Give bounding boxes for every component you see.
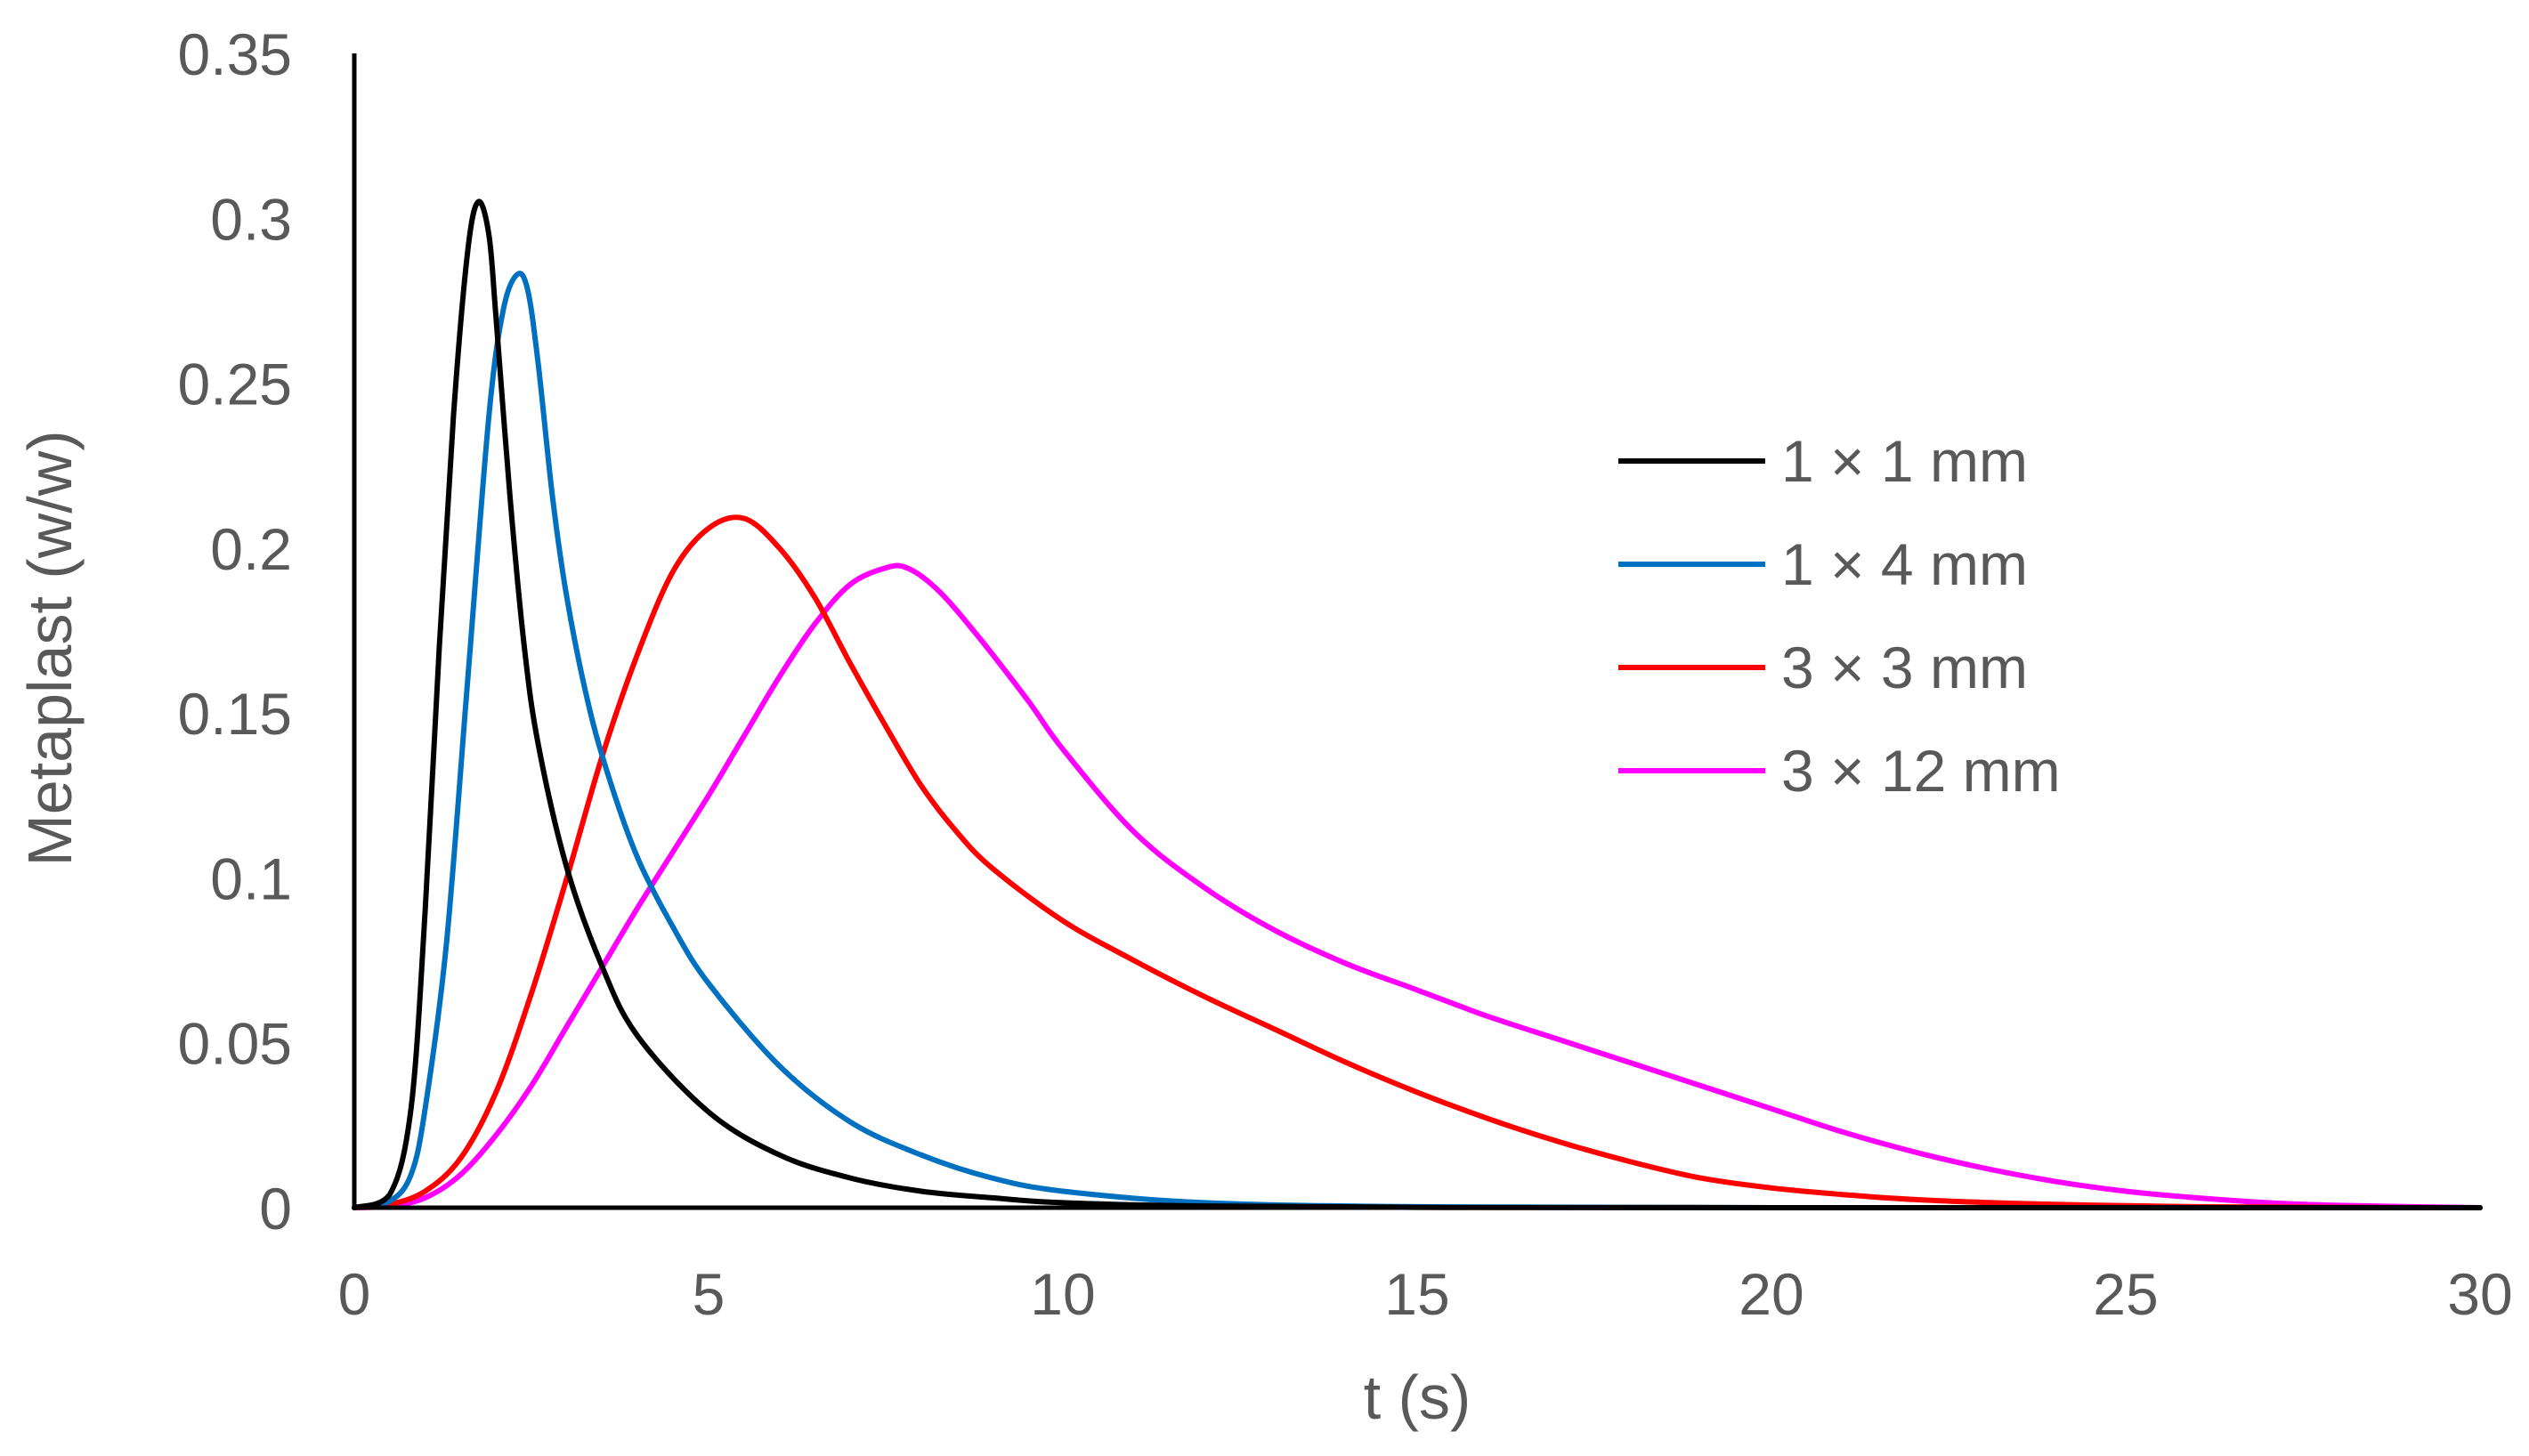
y-tick-label: 0.15 xyxy=(178,681,292,747)
x-axis-title: t (s) xyxy=(1364,1363,1471,1432)
y-axis-title: Metaplast (w/w) xyxy=(15,430,85,866)
x-tick-label: 15 xyxy=(1384,1261,1449,1327)
x-tick-label: 25 xyxy=(2093,1261,2158,1327)
x-tick-label: 0 xyxy=(338,1261,371,1327)
x-tick-label: 10 xyxy=(1030,1261,1095,1327)
legend-label: 1 × 1 mm xyxy=(1781,428,2028,494)
series-line xyxy=(352,198,2483,1211)
x-tick-labels: 0 5 10 15 20 25 30 xyxy=(338,1261,2513,1327)
y-tick-label: 0 xyxy=(259,1176,292,1242)
series-line xyxy=(352,514,2483,1210)
y-tick-label: 0.3 xyxy=(210,186,292,252)
series-layer xyxy=(352,198,2483,1211)
y-tick-label: 0.05 xyxy=(178,1011,292,1077)
plot-area xyxy=(352,53,2483,1211)
legend-label: 3 × 3 mm xyxy=(1781,635,2028,700)
y-tick-label: 0.2 xyxy=(210,516,292,582)
x-tick-label: 30 xyxy=(2447,1261,2512,1327)
series-line xyxy=(352,271,2483,1211)
y-tick-label: 0.25 xyxy=(178,352,292,417)
x-tick-label: 5 xyxy=(693,1261,725,1327)
y-tick-labels: 0 0.05 0.1 0.15 0.2 0.25 0.3 0.35 xyxy=(178,21,292,1242)
legend: 1 × 1 mm 1 × 4 mm 3 × 3 mm 3 × 12 mm xyxy=(1618,428,2061,804)
y-tick-label: 0.1 xyxy=(210,845,292,911)
x-tick-label: 20 xyxy=(1739,1261,1804,1327)
y-tick-label: 0.35 xyxy=(178,21,292,87)
legend-label: 1 × 4 mm xyxy=(1781,531,2028,597)
legend-label: 3 × 12 mm xyxy=(1781,738,2061,804)
series-line xyxy=(352,562,2483,1210)
